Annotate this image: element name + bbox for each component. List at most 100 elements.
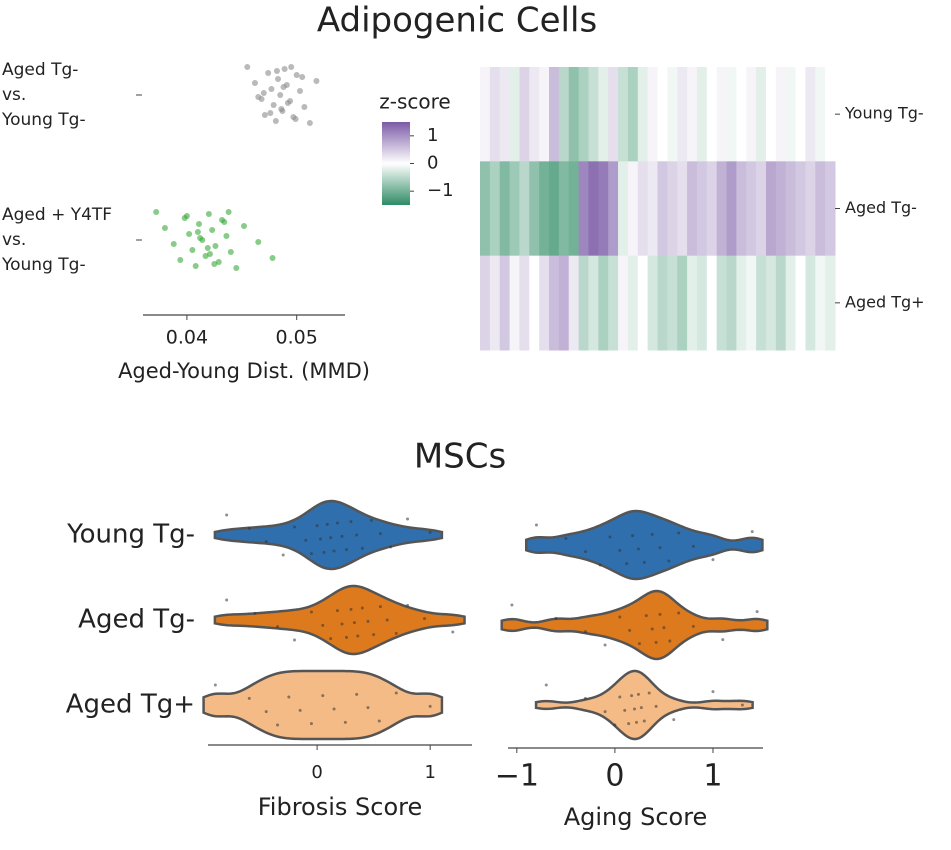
strip-point — [267, 110, 274, 116]
jitter-point — [298, 708, 302, 712]
jitter-point — [318, 537, 322, 541]
violin — [524, 509, 764, 581]
category-label: Young Tg- — [66, 520, 195, 550]
jitter-point — [360, 546, 364, 550]
section-title: MSCs — [414, 437, 506, 477]
strip-point — [277, 92, 284, 98]
heatmap-cell — [815, 161, 826, 257]
x-axis-label: Aging Score — [564, 803, 708, 831]
heatmap-cell — [588, 255, 599, 351]
figure-title: Adipogenic Cells — [317, 1, 597, 41]
heatmap-cell — [539, 255, 550, 351]
jitter-point — [654, 704, 658, 708]
strip-point — [197, 235, 204, 241]
heatmap-cell — [480, 67, 491, 162]
category-label: Aged + Y4TF — [2, 205, 112, 225]
jitter-point — [309, 610, 313, 614]
jitter-point — [627, 722, 631, 726]
colorbar-tick-label: 0 — [427, 153, 438, 174]
strip-point — [268, 86, 275, 92]
jitter-point — [356, 634, 360, 638]
heatmap-cell — [667, 161, 678, 257]
jitter-point — [628, 628, 632, 632]
jitter-point — [642, 560, 646, 564]
heatmap-cell — [825, 255, 836, 351]
violin — [213, 584, 466, 656]
strip-point — [221, 219, 228, 225]
heatmap-cell — [746, 255, 757, 351]
heatmap-cell — [608, 161, 619, 257]
heatmap-cell — [726, 67, 737, 162]
strip-point — [299, 74, 306, 80]
jitter-point — [335, 521, 339, 525]
heatmap-cell — [558, 67, 570, 162]
jitter-point — [366, 706, 370, 710]
heatmap-cell — [509, 255, 520, 351]
strip-point — [313, 78, 320, 84]
jitter-point — [677, 611, 681, 615]
jitter-point — [534, 523, 538, 527]
jitter-point — [667, 559, 671, 563]
category-label: Aged Tg+ — [66, 690, 195, 720]
jitter-point — [304, 538, 308, 542]
heatmap-cell — [637, 161, 649, 257]
heatmap-cell — [598, 255, 609, 351]
jitter-point — [325, 522, 329, 526]
heatmap-cell — [578, 67, 589, 162]
jitter-point — [332, 549, 336, 553]
jitter-point — [406, 603, 410, 607]
heatmap-cell — [627, 67, 639, 162]
heatmap-cell — [746, 67, 757, 162]
heatmap-cell — [726, 161, 737, 257]
heatmap-cell — [598, 161, 609, 257]
x-tick-label: 0.05 — [276, 327, 318, 349]
strip-point — [301, 104, 308, 110]
heatmap-cell — [667, 67, 678, 162]
heatmap-cell — [568, 255, 580, 351]
strip-point — [186, 231, 193, 237]
category-label: vs. — [2, 85, 26, 105]
strip-point — [306, 120, 313, 126]
jitter-point — [355, 692, 359, 696]
heatmap-cell — [499, 255, 511, 351]
heatmap-cell — [568, 67, 580, 162]
heatmap-cell — [539, 67, 550, 162]
jitter-point — [329, 637, 333, 641]
heatmap-cell — [519, 255, 530, 351]
jitter-point — [352, 621, 356, 625]
jitter-point — [321, 623, 325, 627]
heatmap-cell — [795, 67, 806, 162]
heatmap-cell — [706, 67, 718, 162]
strip-point — [275, 76, 282, 82]
strip-point — [177, 257, 184, 263]
jitter-point — [603, 710, 607, 714]
heatmap-cell — [529, 161, 540, 257]
jitter-point — [583, 630, 587, 634]
heatmap-cell — [558, 161, 570, 257]
strip-point — [170, 241, 177, 247]
strip-point — [273, 68, 280, 74]
strip-point — [153, 209, 160, 215]
strip-point — [265, 70, 272, 76]
jitter-point — [340, 534, 344, 538]
heatmap-cell — [805, 67, 816, 162]
strip-point — [183, 213, 190, 219]
heatmap-cell — [489, 161, 501, 257]
heatmap-cell — [805, 255, 816, 351]
heatmap-cell — [667, 255, 678, 351]
jitter-point — [510, 603, 514, 607]
heatmap-cell — [696, 255, 708, 351]
heatmap-cell — [618, 255, 629, 351]
strip-point — [255, 94, 262, 100]
heatmap-cell — [489, 255, 501, 351]
jitter-point — [618, 695, 622, 699]
jitter-point — [630, 694, 634, 698]
heatmap-cell — [549, 67, 560, 162]
heatmap-cell — [529, 67, 540, 162]
jitter-point — [264, 710, 268, 714]
jitter-point — [721, 638, 725, 642]
heatmap-cell — [815, 67, 826, 162]
jitter-point — [613, 723, 617, 727]
strip-point — [212, 243, 219, 249]
